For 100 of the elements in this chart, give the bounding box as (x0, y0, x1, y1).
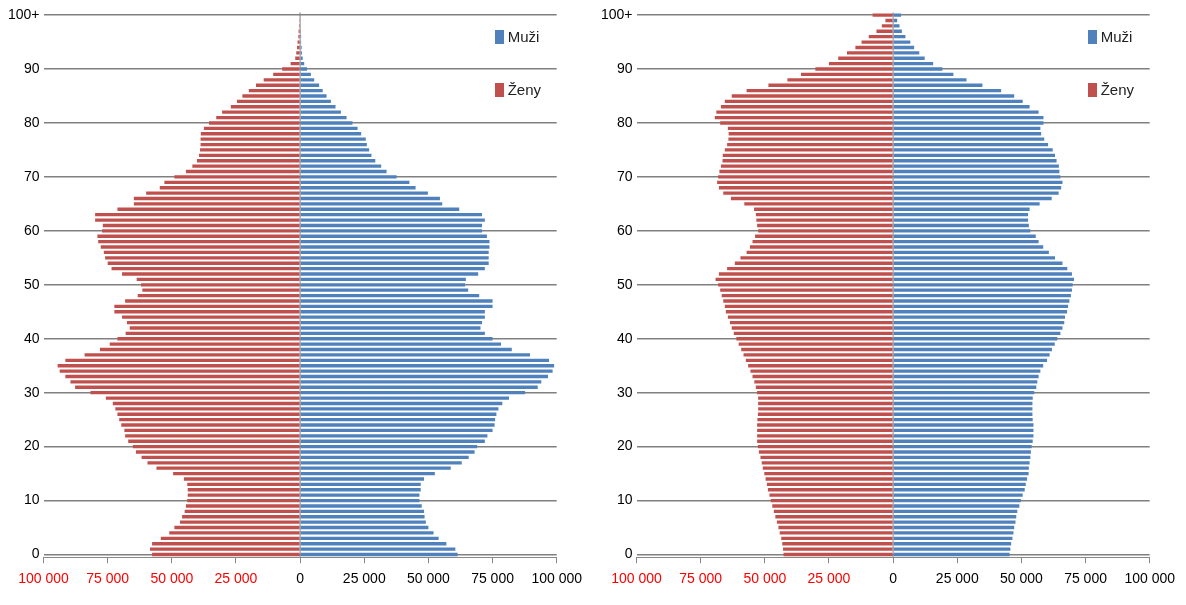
bar (893, 504, 1020, 508)
bar (300, 536, 439, 540)
bar (893, 466, 1029, 470)
bar (754, 207, 893, 211)
bar (300, 342, 502, 346)
bar (893, 148, 1053, 152)
bar (893, 67, 943, 71)
bar (300, 304, 493, 309)
bar (300, 142, 367, 147)
bar (180, 520, 300, 524)
bar (137, 293, 300, 298)
bar (893, 250, 1049, 255)
bar (98, 239, 300, 244)
bar (714, 115, 893, 120)
bar (159, 186, 300, 190)
bar (893, 417, 1033, 422)
bar (773, 509, 893, 514)
bar (300, 326, 481, 330)
bar (893, 24, 900, 28)
bar (300, 191, 428, 195)
bar (719, 169, 893, 174)
bar (125, 299, 300, 303)
bar (778, 525, 893, 530)
bar (114, 310, 300, 314)
bar (720, 105, 893, 109)
bar (758, 396, 893, 400)
bar (300, 358, 549, 362)
bar (99, 347, 300, 352)
bar (728, 137, 893, 141)
bar (300, 353, 531, 357)
bar (893, 531, 1014, 535)
bar (893, 218, 1029, 222)
y-tick-label: 0 (624, 545, 633, 562)
bar (724, 304, 893, 309)
bar (300, 423, 495, 427)
bar (300, 488, 421, 492)
bar (893, 121, 1044, 125)
bar (300, 482, 421, 487)
bar (300, 148, 370, 152)
bar (893, 51, 920, 55)
bar (141, 455, 300, 460)
bar (757, 223, 893, 228)
bar (295, 56, 300, 60)
bar (872, 13, 893, 17)
bar (893, 245, 1044, 249)
bar (187, 498, 300, 503)
bar (893, 207, 1030, 211)
bar (109, 342, 300, 346)
bar (300, 115, 347, 120)
bar (731, 94, 893, 98)
bar (893, 482, 1026, 487)
x-tick-label: 25 000 (935, 570, 979, 587)
bar (727, 126, 893, 131)
bar (152, 542, 300, 546)
bar (150, 547, 300, 551)
bar (300, 229, 483, 233)
bar (300, 466, 451, 470)
bar (248, 88, 300, 93)
bar (174, 525, 300, 530)
bar (300, 407, 499, 411)
bar (782, 542, 893, 546)
bar (731, 326, 893, 330)
bar (893, 239, 1039, 244)
bar (300, 299, 493, 303)
x-tick-label: 100 000 (611, 570, 663, 587)
bar (893, 110, 1039, 114)
x-tick-label: 25 000 (342, 570, 386, 587)
bar (65, 358, 300, 362)
bar (757, 428, 893, 433)
bar (160, 536, 300, 540)
bar (757, 423, 893, 427)
bar (125, 434, 300, 438)
bar (156, 466, 300, 470)
bar (764, 471, 893, 476)
bar (893, 293, 1071, 298)
bar (187, 488, 300, 492)
bar (300, 250, 489, 255)
bar (126, 320, 300, 325)
bar (300, 137, 366, 141)
bar (783, 552, 893, 557)
bar (762, 466, 893, 470)
bar (876, 29, 893, 33)
bar (744, 202, 893, 206)
bar (893, 407, 1033, 411)
x-tick-label: 100 000 (531, 570, 583, 587)
bar (300, 272, 479, 276)
bar (255, 83, 300, 87)
bar (169, 531, 300, 535)
y-tick-label: 100+ (600, 5, 633, 22)
bar (65, 374, 300, 379)
bar (290, 61, 300, 66)
bar (300, 439, 485, 443)
bar (893, 229, 1031, 233)
bar (200, 137, 300, 141)
bar (893, 94, 1015, 98)
bar (300, 266, 485, 271)
bar (893, 288, 1072, 292)
bar (765, 477, 893, 481)
bar (755, 234, 893, 238)
bar (746, 88, 893, 93)
